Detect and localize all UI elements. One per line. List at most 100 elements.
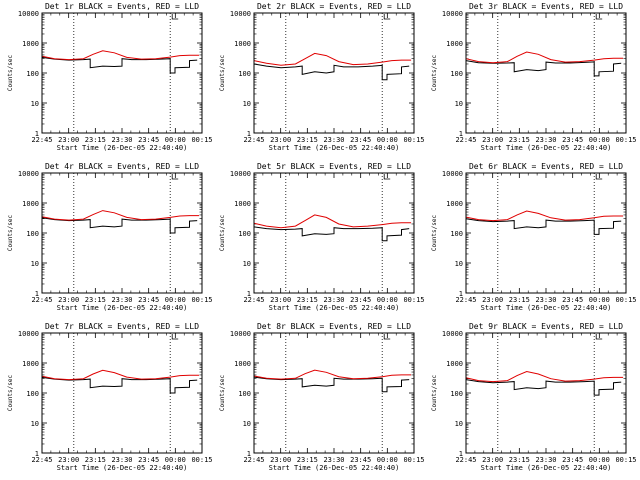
y-tick-label: 100 [238,70,251,78]
chart-panel-3: Det 3r BLACK = Events, RED = LLD 1 10 100 10… [431,2,637,152]
corner-marker [383,334,391,340]
x-axis-label: Start Time (26-Dec-05 22:40:40) [269,304,400,312]
x-tick-label: 00:15 [191,136,212,144]
x-tick-label: 00:00 [377,136,398,144]
x-tick-label: 23:30 [535,296,556,304]
x-axis-label: Start Time (26-Dec-05 22:40:40) [481,464,612,472]
plot-frame [41,332,203,454]
series-events-line [253,226,410,242]
y-tick-label: 100 [26,390,39,398]
y-tick-label: 10 [243,260,251,268]
plot-frame [253,12,415,134]
chart-panel-4: Det 4r BLACK = Events, RED = LLD 1 10 100 10… [7,162,213,312]
x-tick-label: 23:15 [297,456,318,464]
plot-frame [253,172,415,294]
y-tick-label: 1 [247,290,251,298]
y-tick-label: 100 [26,230,39,238]
y-tick-label: 10 [243,420,251,428]
x-tick-label: 23:15 [509,456,530,464]
chart-panel-7: Det 7r BLACK = Events, RED = LLD 1 10 100 10… [7,322,213,472]
series-lld-line [253,52,412,66]
y-tick-label: 100 [26,70,39,78]
x-tick-label: 22:45 [243,456,264,464]
x-tick-label: 23:00 [270,456,291,464]
x-tick-label: 22:45 [455,136,476,144]
x-tick-label: 22:45 [455,296,476,304]
x-tick-label: 00:00 [377,456,398,464]
x-tick-label: 00:00 [589,296,610,304]
chart-title: Det 9r BLACK = Events, RED = LLD [469,322,623,331]
series-events-line [253,63,410,81]
corner-marker [383,174,391,180]
x-tick-label: 23:30 [323,136,344,144]
x-tick-label: 00:00 [165,136,186,144]
x-axis-label: Start Time (26-Dec-05 22:40:40) [481,144,612,152]
y-tick-label: 1000 [22,200,39,208]
series-events-line [465,218,622,235]
y-tick-label: 1 [459,450,463,458]
series-lld-line [465,51,624,64]
x-tick-label: 23:30 [111,456,132,464]
x-tick-label: 00:15 [191,296,212,304]
y-axis-label: Counts/sec [219,215,226,252]
x-tick-label: 23:15 [297,296,318,304]
corner-marker [595,14,603,20]
y-axis-label: Counts/sec [7,375,14,412]
y-tick-label: 1000 [446,360,463,368]
x-tick-label: 23:00 [58,456,79,464]
y-tick-label: 10000 [442,330,463,338]
y-tick-label: 10 [31,420,39,428]
x-axis-label: Start Time (26-Dec-05 22:40:40) [481,304,612,312]
x-tick-label: 00:15 [403,456,424,464]
x-tick-label: 00:15 [403,136,424,144]
x-tick-label: 00:00 [589,136,610,144]
y-tick-label: 10 [455,260,463,268]
y-tick-label: 100 [450,70,463,78]
y-tick-label: 1000 [446,40,463,48]
y-tick-label: 10000 [18,10,39,18]
x-tick-label: 23:30 [111,296,132,304]
x-tick-label: 23:45 [138,136,159,144]
x-tick-label: 23:00 [482,136,503,144]
x-tick-label: 23:30 [323,296,344,304]
y-axis-label: Counts/sec [7,55,14,92]
y-tick-label: 100 [450,390,463,398]
y-tick-label: 10000 [230,10,251,18]
plot-frame [465,332,627,454]
x-tick-label: 23:45 [350,136,371,144]
chart-title: Det 7r BLACK = Events, RED = LLD [45,322,199,331]
y-axis-label: Counts/sec [219,375,226,412]
plot-frame [41,12,203,134]
x-tick-label: 23:15 [509,136,530,144]
x-tick-label: 23:45 [562,456,583,464]
corner-marker [171,174,179,180]
x-tick-label: 23:30 [323,456,344,464]
x-tick-label: 23:45 [562,136,583,144]
plot-frame [41,172,203,294]
x-tick-label: 23:00 [270,136,291,144]
chart-title: Det 4r BLACK = Events, RED = LLD [45,162,199,171]
x-tick-label: 23:15 [509,296,530,304]
y-tick-label: 10 [243,100,251,108]
x-tick-label: 00:00 [165,456,186,464]
chart-title: Det 6r BLACK = Events, RED = LLD [469,162,623,171]
series-events-line [41,217,198,234]
series-events-line [465,379,622,396]
y-tick-label: 10000 [18,170,39,178]
x-tick-label: 23:00 [482,296,503,304]
x-tick-label: 23:30 [111,136,132,144]
y-tick-label: 10000 [442,170,463,178]
x-axis-label: Start Time (26-Dec-05 22:40:40) [57,464,188,472]
y-axis-label: Counts/sec [7,215,14,252]
chart-panel-9: Det 9r BLACK = Events, RED = LLD 1 10 100 10… [431,322,637,472]
y-tick-label: 1000 [234,40,251,48]
x-tick-label: 22:45 [243,136,264,144]
x-tick-label: 23:00 [58,136,79,144]
y-axis-label: Counts/sec [431,375,438,412]
chart-title: Det 1r BLACK = Events, RED = LLD [45,2,199,11]
corner-marker [171,14,179,20]
x-tick-label: 23:15 [85,296,106,304]
chart-title: Det 5r BLACK = Events, RED = LLD [257,162,411,171]
